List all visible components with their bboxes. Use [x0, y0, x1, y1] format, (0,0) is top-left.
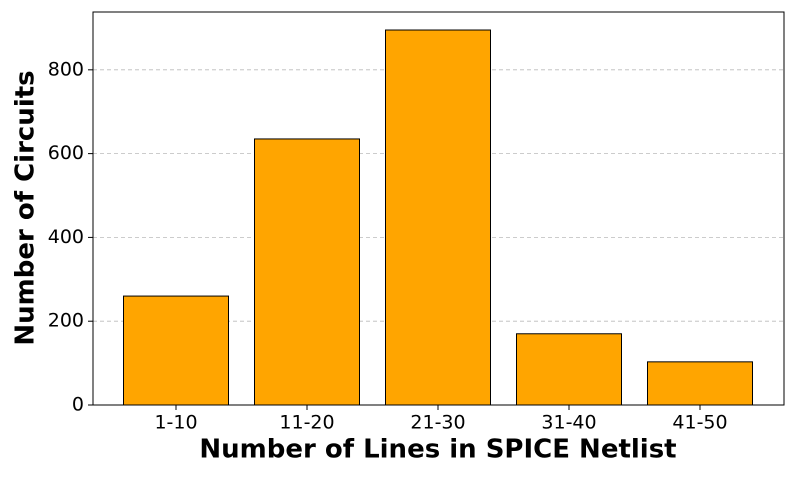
- y-tick-label: 200: [48, 310, 84, 332]
- x-tick-label: 11-20: [279, 412, 334, 434]
- bar: [647, 361, 753, 406]
- y-tick-label: 0: [72, 394, 84, 416]
- x-tick-label: 1-10: [154, 412, 197, 434]
- y-tick-label: 600: [48, 142, 84, 164]
- bar: [516, 333, 622, 406]
- plot-frame: [92, 11, 785, 406]
- y-tick-label: 800: [48, 58, 84, 80]
- x-tick-label: 21-30: [410, 412, 465, 434]
- bar: [123, 295, 229, 406]
- x-tick-label: 31-40: [541, 412, 596, 434]
- x-axis-label: Number of Lines in SPICE Netlist: [199, 435, 676, 465]
- y-axis-label: Number of Circuits: [11, 70, 41, 345]
- bar: [385, 29, 491, 406]
- y-tick-label: 400: [48, 226, 84, 248]
- bar: [254, 138, 360, 406]
- x-tick-label: 41-50: [672, 412, 727, 434]
